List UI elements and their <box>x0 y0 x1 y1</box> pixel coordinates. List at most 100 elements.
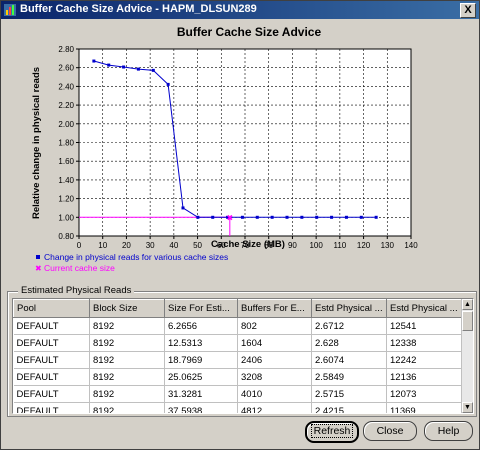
y-tick-label: 2.60 <box>58 64 74 73</box>
x-tick-label: 40 <box>169 241 178 250</box>
y-tick-label: 2.00 <box>58 120 74 129</box>
x-tick-label: 100 <box>309 241 323 250</box>
cell-estd-physical-factor: 2.6712 <box>311 317 387 335</box>
cell-estd-physical-factor: 2.4215 <box>311 402 387 413</box>
scroll-thumb[interactable] <box>462 311 473 331</box>
column-header-pool[interactable]: Pool <box>13 299 90 318</box>
cell-block-size: 8192 <box>89 368 165 386</box>
window-title: Buffer Cache Size Advice - HAPM_DLSUN289 <box>20 3 257 15</box>
x-tick-label: 80 <box>264 241 273 250</box>
cell-pool: DEFAULT <box>13 402 90 413</box>
cell-estd-physical-reads: 12541 <box>386 317 463 335</box>
x-tick-label: 50 <box>193 241 202 250</box>
cell-buffers-for-estimate: 3208 <box>237 368 312 386</box>
data-point <box>315 215 319 219</box>
data-point <box>285 215 289 219</box>
cell-size-for-estimate: 18.7969 <box>164 351 238 369</box>
cell-pool: DEFAULT <box>13 368 90 386</box>
x-tick-label: 140 <box>404 241 418 250</box>
data-point <box>330 215 334 219</box>
legend-marker-current: ✖ <box>35 264 42 273</box>
buffer-cache-chart: Buffer Cache Size Advice 0.80 1.00 1.20 1.4… <box>31 25 418 273</box>
x-tick-label: 0 <box>77 241 82 250</box>
data-point <box>107 63 111 67</box>
y-tick-label: 2.80 <box>58 45 74 54</box>
table-row[interactable]: DEFAULT 8192 37.5938 4812 2.4215 11369 <box>13 402 463 413</box>
table-row[interactable]: DEFAULT 8192 31.3281 4010 2.5715 12073 <box>13 385 463 403</box>
cell-size-for-estimate: 37.5938 <box>164 402 238 413</box>
cell-estd-physical-factor: 2.6074 <box>311 351 387 369</box>
table-vertical-scrollbar[interactable]: ▲ ▼ <box>461 299 473 413</box>
column-header-estd-physical-factor[interactable]: Estd Physical ... <box>311 299 387 318</box>
data-point <box>196 215 200 219</box>
estimated-reads-table[interactable]: Pool Block Size Size For Esti... Buffers… <box>12 298 474 414</box>
close-window-button[interactable]: X <box>460 3 476 18</box>
close-button[interactable]: Close <box>363 421 417 441</box>
x-tick-label: 10 <box>98 241 107 250</box>
legend-current-label: Current cache size <box>44 263 115 273</box>
legend-series-label: Change in physical reads for various cac… <box>44 252 228 262</box>
x-tick-label: 110 <box>333 241 346 250</box>
x-tick-label: 120 <box>357 241 371 250</box>
y-tick-label: 2.20 <box>58 101 74 110</box>
y-tick-label: 0.80 <box>58 232 74 241</box>
column-header-block-size[interactable]: Block Size <box>89 299 165 318</box>
table-row[interactable]: DEFAULT 8192 12.5313 1604 2.628 12338 <box>13 334 463 352</box>
help-button[interactable]: Help <box>424 421 473 441</box>
cell-estd-physical-reads: 12338 <box>386 334 463 352</box>
scroll-up-arrow-icon[interactable]: ▲ <box>462 299 473 310</box>
cell-estd-physical-reads: 12242 <box>386 351 463 369</box>
cell-estd-physical-factor: 2.5849 <box>311 368 387 386</box>
cell-buffers-for-estimate: 1604 <box>237 334 312 352</box>
data-point <box>270 215 274 219</box>
group-label: Estimated Physical Reads <box>18 285 135 296</box>
x-tick-labels: 0 10 20 30 40 50 60 70 80 90 100 110 120 130 140 <box>77 241 418 250</box>
table-row[interactable]: DEFAULT 8192 6.2656 802 2.6712 12541 <box>13 317 463 335</box>
data-point <box>166 82 170 86</box>
data-point <box>359 215 363 219</box>
data-point <box>344 215 348 219</box>
data-point <box>151 68 155 72</box>
cell-pool: DEFAULT <box>13 334 90 352</box>
cell-buffers-for-estimate: 4812 <box>237 402 312 413</box>
x-tick-label: 90 <box>288 241 297 250</box>
column-header-estd-physical-reads[interactable]: Estd Physical ... <box>386 299 463 318</box>
data-point <box>211 215 215 219</box>
data-point <box>374 215 378 219</box>
x-tick-label: 70 <box>241 241 250 250</box>
legend-marker-series <box>36 255 40 259</box>
table-row[interactable]: DEFAULT 8192 25.0625 3208 2.5849 12136 <box>13 368 463 386</box>
cell-buffers-for-estimate: 2406 <box>237 351 312 369</box>
cell-estd-physical-reads: 11369 <box>386 402 463 413</box>
cell-block-size: 8192 <box>89 385 165 403</box>
cell-size-for-estimate: 25.0625 <box>164 368 238 386</box>
y-axis-label: Relative change in physical reads <box>31 67 42 219</box>
y-tick-label: 1.60 <box>58 157 74 166</box>
column-header-buffers-for-estimate[interactable]: Buffers For E... <box>237 299 312 318</box>
chart-title: Buffer Cache Size Advice <box>177 25 322 39</box>
cell-estd-physical-reads: 12136 <box>386 368 463 386</box>
cell-size-for-estimate: 12.5313 <box>164 334 238 352</box>
scroll-down-arrow-icon[interactable]: ▼ <box>462 402 473 413</box>
x-tick-label: 30 <box>146 241 155 250</box>
estimated-reads-group: Estimated Physical Reads Pool Block Size… <box>7 285 477 417</box>
data-point <box>92 59 96 63</box>
y-tick-labels: 0.80 1.00 1.20 1.40 1.60 1.80 2.00 2.20 2.40 2.60… <box>58 45 74 241</box>
x-tick-label: 20 <box>122 241 131 250</box>
cell-estd-physical-factor: 2.5715 <box>311 385 387 403</box>
table-row[interactable]: DEFAULT 8192 18.7969 2406 2.6074 12242 <box>13 351 463 369</box>
title-bar: Buffer Cache Size Advice - HAPM_DLSUN289… <box>1 1 479 19</box>
current-cache-marker: ✖ <box>226 213 233 222</box>
cell-pool: DEFAULT <box>13 351 90 369</box>
data-point <box>136 67 140 71</box>
app-icon <box>4 4 16 16</box>
column-header-size-for-estimate[interactable]: Size For Esti... <box>164 299 238 318</box>
cell-pool: DEFAULT <box>13 385 90 403</box>
cell-buffers-for-estimate: 802 <box>237 317 312 335</box>
y-tick-label: 1.80 <box>58 139 74 148</box>
data-point <box>255 215 259 219</box>
refresh-button[interactable]: Refresh <box>305 421 359 443</box>
series-line <box>93 60 377 218</box>
y-tick-label: 1.40 <box>58 176 74 185</box>
